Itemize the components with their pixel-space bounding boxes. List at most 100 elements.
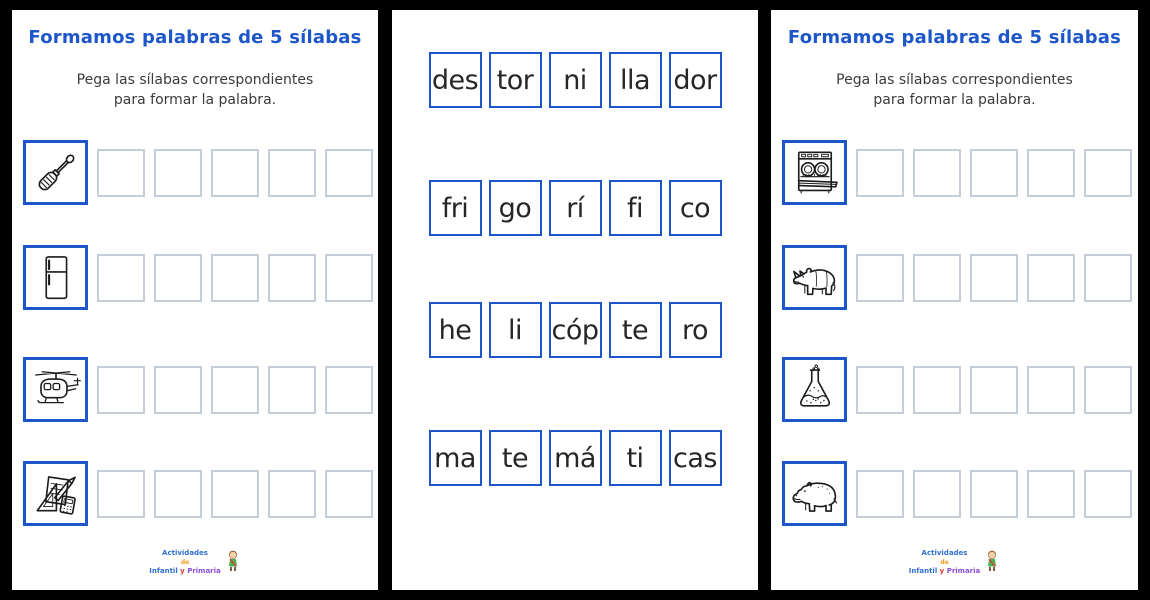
brand-line1: Actividades bbox=[162, 549, 208, 557]
syllable-drop-cell[interactable] bbox=[856, 148, 904, 197]
word-row-hippopotamus bbox=[782, 461, 1132, 526]
syllable-drop-cell[interactable] bbox=[154, 148, 202, 197]
dishwasher-icon bbox=[789, 147, 841, 199]
syllable-drop-cell[interactable] bbox=[970, 253, 1018, 302]
instruction-line2: para formar la palabra. bbox=[113, 92, 277, 108]
syllable-drop-cell[interactable] bbox=[325, 148, 373, 197]
syllable-card[interactable]: ma bbox=[428, 430, 482, 486]
brand-logo: Actividades de Infantil y Primaria bbox=[771, 549, 1138, 576]
syllable-card[interactable]: ro bbox=[668, 302, 722, 358]
word-row-laboratory bbox=[782, 357, 1132, 422]
panel-left: Formamos palabras de 5 sílabas Pega las … bbox=[12, 10, 378, 590]
syllable-drop-cell[interactable] bbox=[268, 148, 316, 197]
syllable-drop-cell[interactable] bbox=[1084, 253, 1132, 302]
syllable-drop-cell[interactable] bbox=[856, 365, 904, 414]
syllable-drop-cell[interactable] bbox=[1027, 253, 1075, 302]
syllable-drop-cell[interactable] bbox=[856, 469, 904, 518]
panel-right: Formamos palabras de 5 sílabas Pega las … bbox=[771, 10, 1138, 590]
syllable-row: he li cóp te ro bbox=[392, 302, 758, 358]
syllable-card[interactable]: ni bbox=[548, 52, 602, 108]
syllable-drop-cell[interactable] bbox=[268, 365, 316, 414]
instruction-line1: Pega las sílabas correspondientes bbox=[836, 72, 1073, 88]
instruction-text: Pega las sílabas correspondientes para f… bbox=[771, 70, 1138, 110]
syllable-drop-cell[interactable] bbox=[1084, 148, 1132, 197]
syllable-drop-cell[interactable] bbox=[325, 253, 373, 302]
picture-card bbox=[782, 461, 847, 526]
laboratory-flask-icon bbox=[789, 363, 841, 416]
syllable-drop-cell[interactable] bbox=[97, 148, 145, 197]
syllable-row: des tor ni lla dor bbox=[392, 52, 758, 108]
syllable-drop-cell[interactable] bbox=[97, 365, 145, 414]
syllable-card[interactable]: he bbox=[428, 302, 482, 358]
screwdriver-icon bbox=[30, 147, 82, 199]
syllable-drop-cell[interactable] bbox=[913, 148, 961, 197]
picture-card bbox=[23, 245, 88, 310]
syllable-drop-cell[interactable] bbox=[211, 365, 259, 414]
syllable-drop-cell[interactable] bbox=[913, 365, 961, 414]
syllable-card[interactable]: des bbox=[428, 52, 482, 108]
syllable-card[interactable]: má bbox=[548, 430, 602, 486]
picture-card bbox=[23, 140, 88, 205]
syllable-drop-cell[interactable] bbox=[970, 365, 1018, 414]
syllable-drop-cell[interactable] bbox=[154, 469, 202, 518]
syllable-drop-cell[interactable] bbox=[97, 469, 145, 518]
syllable-drop-cell[interactable] bbox=[325, 469, 373, 518]
syllable-card[interactable]: tor bbox=[488, 52, 542, 108]
syllable-card[interactable]: li bbox=[488, 302, 542, 358]
syllable-card[interactable]: rí bbox=[548, 180, 602, 236]
syllable-drop-cell[interactable] bbox=[970, 148, 1018, 197]
helicopter-icon bbox=[30, 364, 82, 416]
syllable-drop-cell[interactable] bbox=[211, 253, 259, 302]
syllable-drop-cell[interactable] bbox=[211, 469, 259, 518]
brand-logo: Actividades de Infantil y Primaria bbox=[12, 549, 378, 576]
syllable-card[interactable]: co bbox=[668, 180, 722, 236]
picture-card bbox=[23, 461, 88, 526]
syllable-drop-cell[interactable] bbox=[1027, 148, 1075, 197]
instruction-text: Pega las sílabas correspondientes para f… bbox=[12, 70, 378, 110]
syllable-drop-cell[interactable] bbox=[913, 469, 961, 518]
syllable-drop-cell[interactable] bbox=[970, 469, 1018, 518]
brand-line1: Actividades bbox=[921, 549, 968, 557]
math-set-icon bbox=[30, 468, 82, 520]
syllable-card[interactable]: cas bbox=[668, 430, 722, 486]
rhinoceros-icon bbox=[789, 252, 841, 304]
syllable-drop-cell[interactable] bbox=[1084, 365, 1132, 414]
brand-text: Actividades de Infantil y Primaria bbox=[909, 549, 981, 576]
syllable-drop-cell[interactable] bbox=[1027, 365, 1075, 414]
syllable-drop-cell[interactable] bbox=[913, 253, 961, 302]
syllable-drop-cell[interactable] bbox=[268, 253, 316, 302]
page-title: Formamos palabras de 5 sílabas bbox=[28, 27, 362, 48]
word-row-rhinoceros bbox=[782, 245, 1132, 310]
page-title: Formamos palabras de 5 sílabas bbox=[787, 27, 1122, 48]
syllable-drop-cell[interactable] bbox=[856, 253, 904, 302]
syllable-row: ma te má ti cas bbox=[392, 430, 758, 486]
mascot-icon bbox=[984, 550, 1000, 576]
mascot-icon bbox=[225, 550, 241, 576]
syllable-drop-cell[interactable] bbox=[154, 253, 202, 302]
syllable-card[interactable]: fi bbox=[608, 180, 662, 236]
syllable-drop-cell[interactable] bbox=[1027, 469, 1075, 518]
syllable-card[interactable]: te bbox=[608, 302, 662, 358]
brand-line3: Infantil y Primaria bbox=[149, 567, 221, 575]
brand-text: Actividades de Infantil y Primaria bbox=[149, 549, 221, 576]
syllable-drop-cell[interactable] bbox=[97, 253, 145, 302]
word-row-dishwasher bbox=[782, 140, 1132, 205]
syllable-drop-cell[interactable] bbox=[211, 148, 259, 197]
hippopotamus-icon bbox=[789, 468, 841, 520]
word-row-helicopter bbox=[23, 357, 373, 422]
syllable-card[interactable]: fri bbox=[428, 180, 482, 236]
syllable-drop-cell[interactable] bbox=[325, 365, 373, 414]
syllable-card[interactable]: cóp bbox=[548, 302, 602, 358]
syllable-card[interactable]: ti bbox=[608, 430, 662, 486]
syllable-card[interactable]: go bbox=[488, 180, 542, 236]
brand-line3: Infantil y Primaria bbox=[908, 567, 981, 575]
syllable-drop-cell[interactable] bbox=[1084, 469, 1132, 518]
word-row-screwdriver bbox=[23, 140, 373, 205]
syllable-card[interactable]: lla bbox=[608, 52, 662, 108]
syllable-drop-cell[interactable] bbox=[268, 469, 316, 518]
syllable-card[interactable]: te bbox=[488, 430, 542, 486]
syllable-card[interactable]: dor bbox=[668, 52, 722, 108]
syllable-drop-cell[interactable] bbox=[154, 365, 202, 414]
picture-card bbox=[782, 245, 847, 310]
